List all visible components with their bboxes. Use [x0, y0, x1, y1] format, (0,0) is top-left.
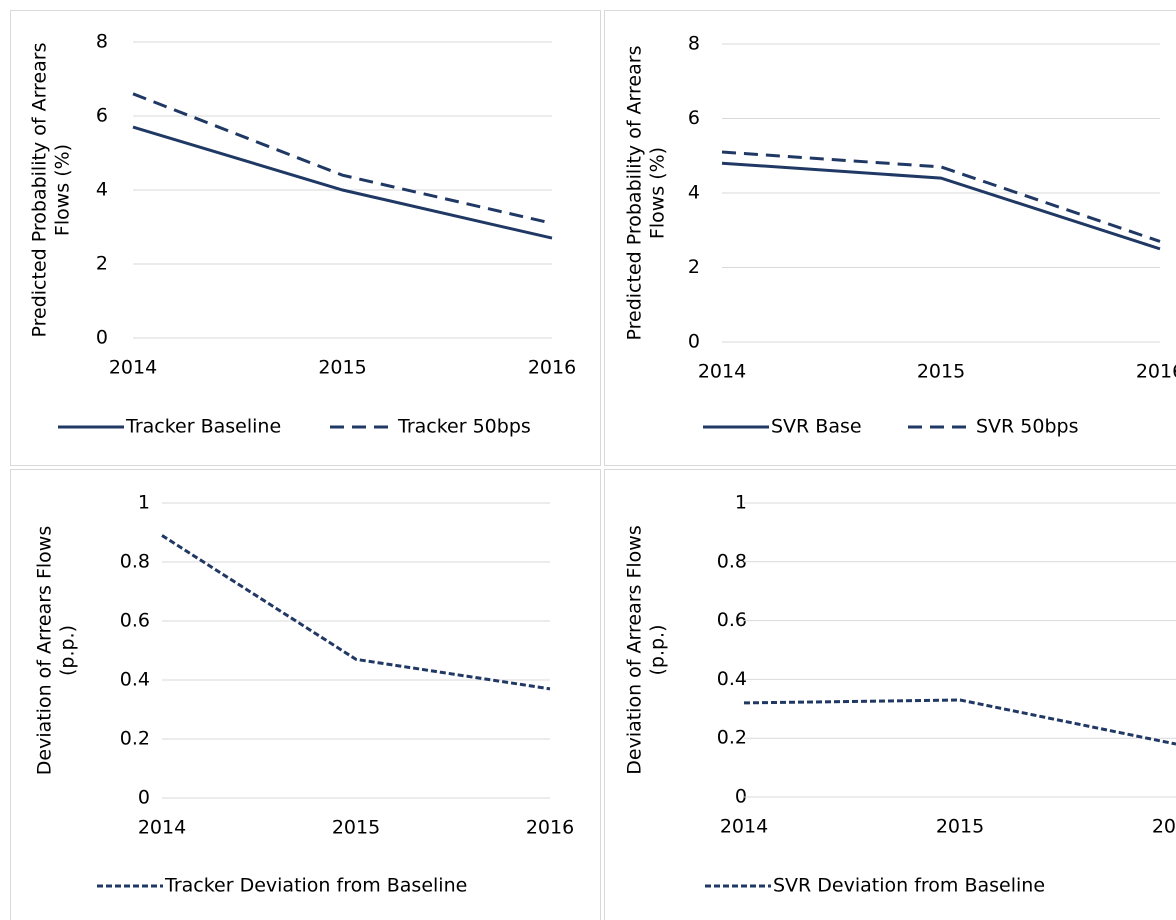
x-tick-label: 2016 [1136, 361, 1176, 383]
x-tick-label: 2014 [698, 361, 746, 383]
y-axis-label: Predicted Probability of Arrears [29, 43, 51, 338]
y-tick-label: 6 [688, 107, 700, 129]
y-tick-label: 8 [688, 33, 700, 55]
x-tick-label: 2015 [936, 816, 984, 838]
y-tick-label: 0.6 [120, 610, 150, 632]
y-tick-label: 4 [96, 179, 108, 201]
y-tick-label: 0.6 [717, 609, 747, 631]
x-tick-label: 2015 [332, 817, 380, 839]
legend-label: Tracker 50bps [397, 416, 531, 438]
series-line [721, 161, 1161, 251]
y-axis-label: Flows (%) [647, 147, 669, 239]
panel-border [10, 469, 601, 920]
x-tick-label: 2015 [318, 357, 366, 379]
y-tick-label: 6 [96, 105, 108, 127]
legend-label: Tracker Baseline [125, 416, 281, 438]
y-axis-label: Predicted Probability of Arrears [624, 46, 646, 341]
y-tick-label: 4 [688, 182, 700, 204]
y-tick-label: 0.4 [120, 669, 150, 691]
x-tick-label: 2014 [109, 357, 157, 379]
y-tick-label: 0.2 [717, 727, 747, 749]
x-tick-label: 2016 [528, 357, 576, 379]
y-axis-label: Deviation of Arrears Flows [624, 525, 646, 775]
x-tick-label: 2014 [138, 817, 186, 839]
series-line [721, 150, 1161, 243]
series-line [132, 92, 553, 225]
y-tick-label: 1 [735, 492, 747, 514]
x-tick-label: 2016 [1152, 816, 1176, 838]
y-tick-label: 0 [688, 331, 700, 353]
y-tick-label: 8 [96, 31, 108, 53]
y-tick-label: 1 [138, 492, 150, 514]
y-tick-label: 0 [138, 787, 150, 809]
y-tick-label: 0 [96, 327, 108, 349]
y-tick-label: 2 [688, 256, 700, 278]
x-tick-label: 2015 [917, 361, 965, 383]
y-axis-label: (p.p.) [57, 625, 79, 676]
y-axis-label: Deviation of Arrears Flows [34, 526, 56, 776]
y-tick-label: 0.2 [120, 728, 150, 750]
y-axis-label: (p.p.) [647, 624, 669, 675]
series-line [743, 698, 1176, 746]
legend-label: SVR 50bps [976, 416, 1079, 438]
x-tick-label: 2014 [720, 816, 768, 838]
legend-label: SVR Base [771, 416, 862, 438]
y-tick-label: 0.8 [717, 550, 747, 572]
x-tick-label: 2016 [526, 817, 574, 839]
y-tick-label: 2 [96, 253, 108, 275]
series-line [132, 125, 553, 240]
series-line [161, 534, 551, 691]
legend-label: SVR Deviation from Baseline [773, 875, 1045, 897]
legend-label: Tracker Deviation from Baseline [164, 875, 467, 897]
y-tick-label: 0.8 [120, 551, 150, 573]
panel-border [10, 10, 601, 466]
y-axis-label: Flows (%) [52, 144, 74, 236]
y-tick-label: 0.4 [717, 668, 747, 690]
panel-border [604, 10, 1176, 466]
y-tick-label: 0 [735, 786, 747, 808]
panel-border [604, 469, 1176, 920]
